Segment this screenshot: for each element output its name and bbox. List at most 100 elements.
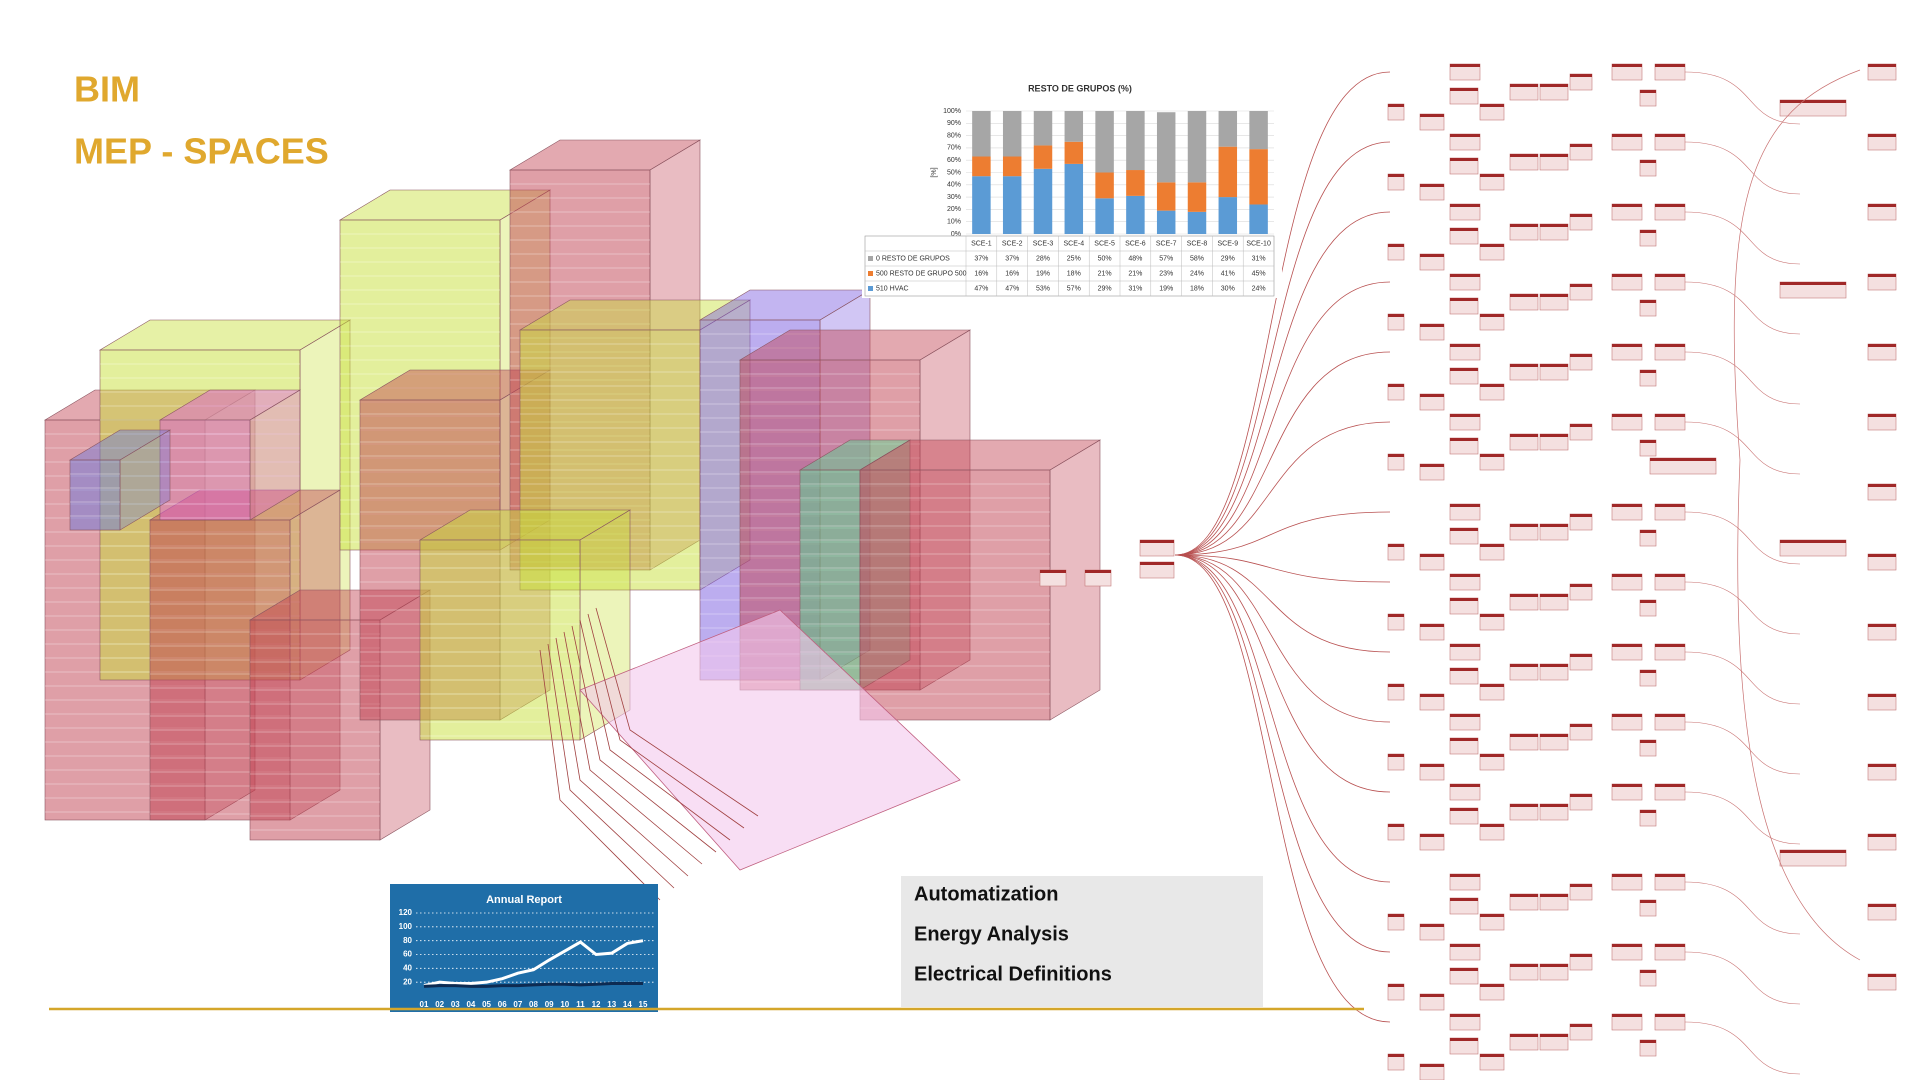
graph-node-header [1420,184,1444,187]
graph-node-header [1480,244,1504,247]
bar-segment [1002,111,1022,157]
graph-node-header [1450,528,1478,531]
graph-node-header [1640,670,1656,673]
y-tick-label: 80% [947,132,961,139]
graph-wire [1174,554,1391,583]
graph-node-header [1868,344,1896,347]
graph-node-header [1612,204,1642,207]
graph-node-header [1450,64,1480,67]
graph-node-header [1450,714,1480,717]
y-axis-label: [%] [931,167,938,177]
graph-node-header [1480,914,1504,917]
graph-node-header [1612,1014,1642,1017]
slide-subtitle: MEP - SPACES [74,131,329,172]
graph-node-header [1510,154,1538,157]
graph-node-header [1868,624,1896,627]
graph-node-header [1450,738,1478,741]
graph-node-header [1868,764,1896,767]
graph-node-header [1650,458,1716,461]
graph-node-header [1780,282,1846,285]
graph-node-header [1612,414,1642,417]
graph-wire [1174,554,1391,1023]
graph-node-header [1640,970,1656,973]
y-tick-label: 90% [947,120,961,127]
value-label: 28% [1036,255,1050,262]
bar-segment [1187,182,1207,212]
chart-title: Annual Report [486,894,562,906]
graph-node-header [1655,944,1685,947]
graph-node-header [1640,530,1656,533]
graph-node-header [1570,794,1592,797]
graph-node-header [1655,204,1685,207]
value-label: 57% [1159,255,1173,262]
graph-node-header [1868,554,1896,557]
graph-wire [1684,211,1801,265]
graph-node-header [1640,300,1656,303]
graph-node-header [1868,134,1896,137]
graph-node-header [1612,644,1642,647]
graph-node-header [1480,174,1504,177]
value-label: 57% [1067,285,1081,292]
legend-swatch [868,286,873,291]
x-tick-label: 03 [451,1000,460,1009]
x-tick-label: 09 [545,1000,554,1009]
graph-wire [1684,951,1801,1005]
graph-wire [1174,421,1391,556]
pipe [579,619,731,841]
category-label: SCE-10 [1246,240,1271,247]
graph-node-header [1655,574,1685,577]
value-label: 21% [1128,270,1142,277]
graph-node-header [1480,384,1504,387]
y-tick-label: 20% [947,206,961,213]
bar-segment [1095,111,1114,173]
graph-node-header [1480,454,1504,457]
graph-node-header [1480,104,1504,107]
graph-node-header [1388,454,1404,457]
graph-node-header [1388,754,1404,757]
graph-node-header [1420,394,1444,397]
graph-node-header [1388,1054,1404,1057]
graph-node-header [1570,584,1592,587]
y-tick-label: 80 [403,936,412,945]
graph-node-header [1510,84,1538,87]
graph-node-header [1640,440,1656,443]
bar-segment [972,111,991,157]
category-label: SCE-7 [1156,240,1177,247]
block-front [419,539,581,741]
x-tick-label: 04 [466,1000,475,1009]
graph-node-header [1640,600,1656,603]
graph-node-header [1388,614,1404,617]
graph-node-header [1510,664,1538,667]
bar-segment [1249,111,1268,150]
graph-node-header [1388,684,1404,687]
graph-node-header [1420,994,1444,997]
node-graph [1039,63,1897,1081]
graph-node-header [1640,370,1656,373]
graph-node-header [1570,74,1592,77]
graph-wire [1174,71,1391,556]
graph-node-header [1510,294,1538,297]
graph-wire [1684,351,1801,405]
graph-wire [1684,511,1801,565]
graph-node-header [1388,914,1404,917]
graph-node-header [1450,574,1480,577]
graph-wire [1174,554,1391,883]
value-label: 37% [1005,255,1019,262]
graph-node-header [1655,344,1685,347]
y-tick-label: 100 [399,922,413,931]
value-label: 18% [1067,270,1081,277]
value-label: 47% [974,285,988,292]
graph-node-header [1640,230,1656,233]
value-label: 29% [1098,285,1112,292]
bar-segment [1095,172,1114,199]
graph-node-header [1450,504,1480,507]
bar-segment [1095,198,1114,234]
pipe [595,607,759,817]
graph-node-header [1040,570,1066,573]
graph-wire [1684,721,1801,775]
list-item: Electrical Definitions [914,963,1112,985]
value-label: 48% [1128,255,1142,262]
line-series [423,939,644,988]
category-label: SCE-1 [971,240,992,247]
